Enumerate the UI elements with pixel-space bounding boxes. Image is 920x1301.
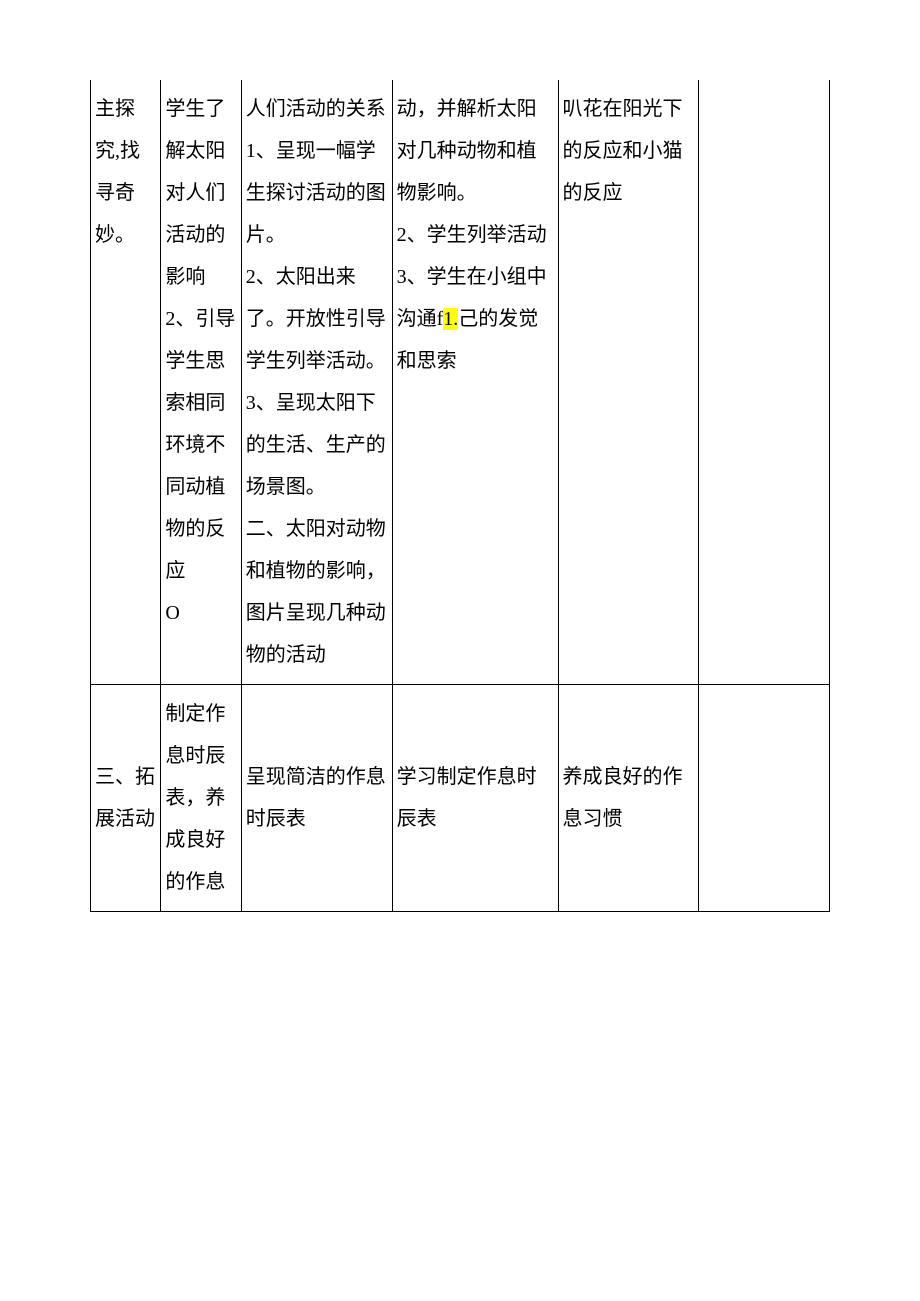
cell-stage: 主探究,找寻奇妙。 bbox=[91, 80, 161, 685]
cell-notes: 养成良好的作息习惯 bbox=[558, 685, 699, 912]
cell-notes: 叭花在阳光下的反应和小猫的反应 bbox=[558, 80, 699, 685]
cell-objective: 学生了解太阳对人们活动的影响2、引导学生思索相同环境不同动植物的反应O bbox=[161, 80, 241, 685]
cell-extra bbox=[699, 80, 830, 685]
lesson-plan-table: 主探究,找寻奇妙。 学生了解太阳对人们活动的影响2、引导学生思索相同环境不同动植… bbox=[90, 80, 830, 912]
cell-objective: 制定作息时辰表，养成良好的作息 bbox=[161, 685, 241, 912]
cell-extra bbox=[699, 685, 830, 912]
cell-teacher-activity: 呈现简洁的作息时辰表 bbox=[241, 685, 392, 912]
cell-stage: 三、拓展活动 bbox=[91, 685, 161, 912]
cell-student-activity: 学习制定作息时辰表 bbox=[392, 685, 558, 912]
table-row: 主探究,找寻奇妙。 学生了解太阳对人们活动的影响2、引导学生思索相同环境不同动植… bbox=[91, 80, 830, 685]
table-row: 三、拓展活动 制定作息时辰表，养成良好的作息 呈现简洁的作息时辰表 学习制定作息… bbox=[91, 685, 830, 912]
cell-teacher-activity: 人们活动的关系1、呈现一幅学生探讨活动的图片。2、太阳出来了。开放性引导学生列举… bbox=[241, 80, 392, 685]
cell-student-activity: 动，并解析太阳对几种动物和植物影响。2、学生列举活动3、学生在小组中沟通f1.己… bbox=[392, 80, 558, 685]
